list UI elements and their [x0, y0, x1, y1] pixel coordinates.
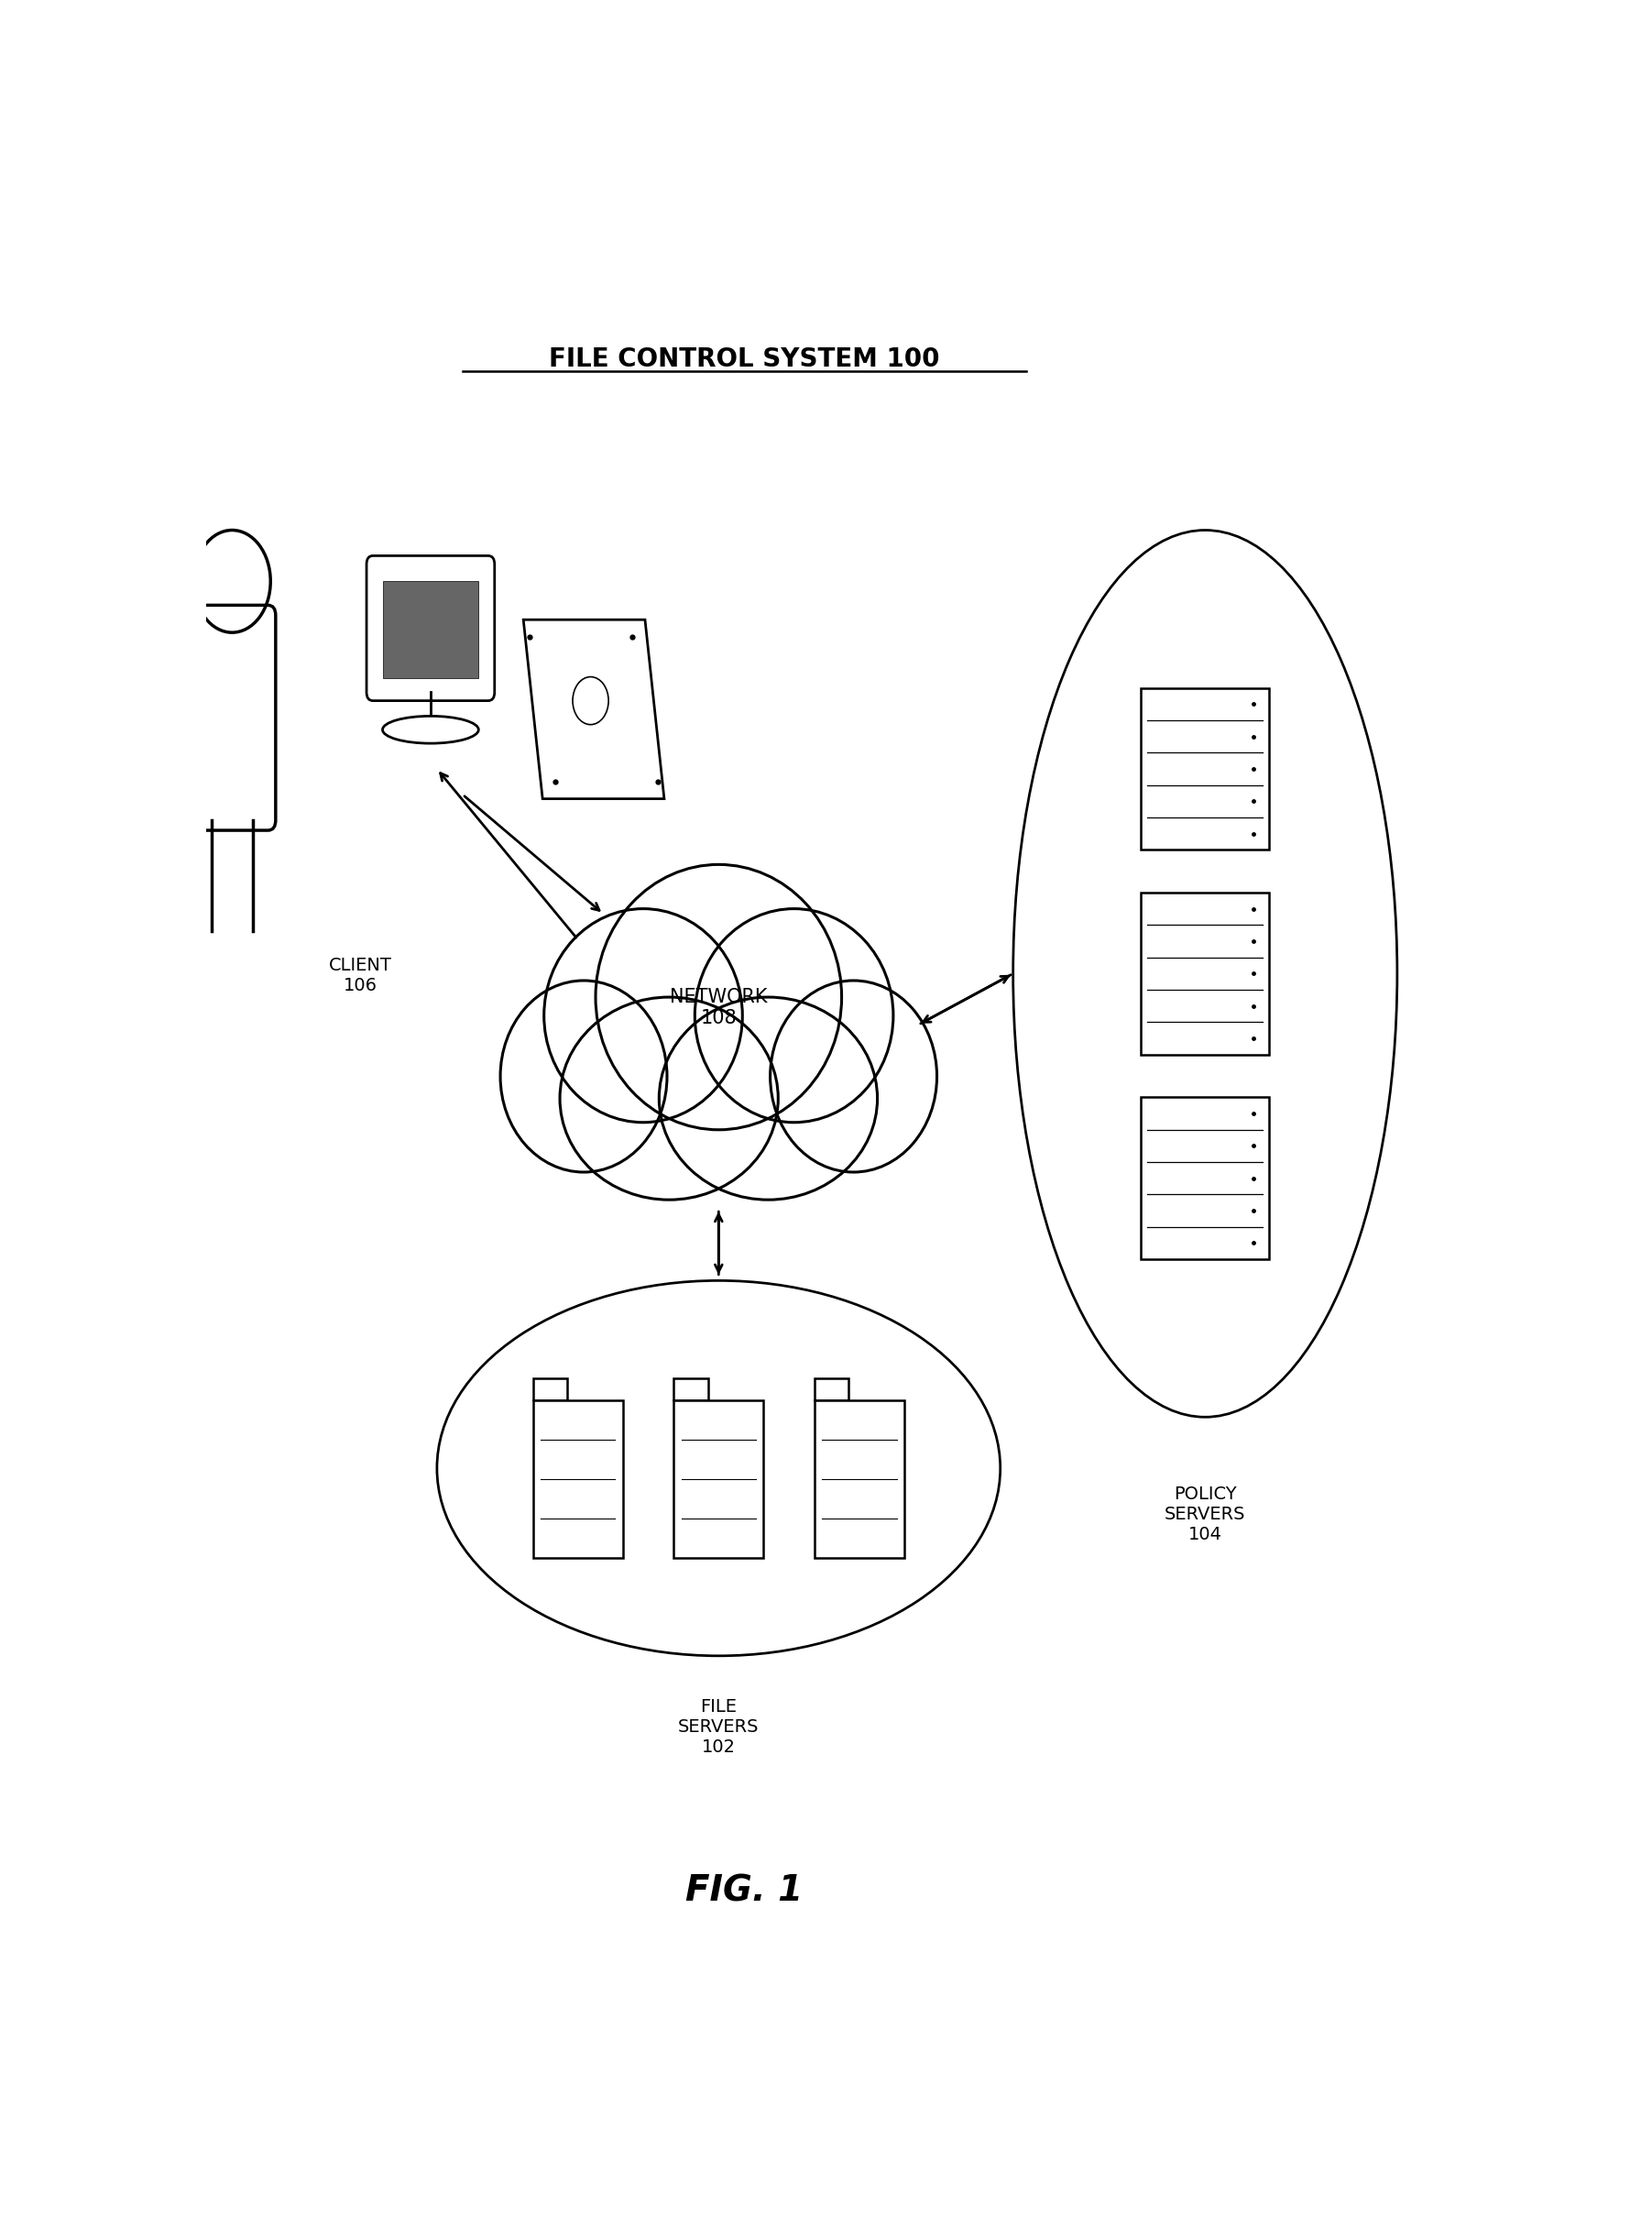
- Text: CLIENT
106: CLIENT 106: [329, 957, 392, 995]
- Bar: [383, 580, 477, 678]
- Ellipse shape: [596, 864, 841, 1130]
- Ellipse shape: [501, 981, 667, 1172]
- Polygon shape: [534, 1378, 567, 1400]
- Text: NETWORK
108: NETWORK 108: [669, 988, 768, 1028]
- Text: FIG. 1: FIG. 1: [686, 1874, 803, 1909]
- Bar: [1142, 1096, 1269, 1260]
- Ellipse shape: [560, 997, 778, 1201]
- Text: FILE CONTROL SYSTEM 100: FILE CONTROL SYSTEM 100: [548, 348, 940, 372]
- Text: FILE
SERVERS
102: FILE SERVERS 102: [677, 1699, 760, 1756]
- Polygon shape: [814, 1378, 849, 1400]
- Text: POLICY
SERVERS
104: POLICY SERVERS 104: [1165, 1486, 1246, 1544]
- Bar: [534, 1400, 623, 1557]
- Bar: [1142, 893, 1269, 1054]
- Polygon shape: [674, 1378, 707, 1400]
- Bar: [674, 1400, 763, 1557]
- Ellipse shape: [544, 908, 742, 1123]
- Polygon shape: [524, 620, 664, 800]
- Bar: [814, 1400, 904, 1557]
- Ellipse shape: [383, 715, 479, 744]
- Bar: [1142, 689, 1269, 851]
- Ellipse shape: [770, 981, 937, 1172]
- Ellipse shape: [659, 997, 877, 1201]
- Ellipse shape: [695, 908, 894, 1123]
- FancyBboxPatch shape: [367, 556, 494, 700]
